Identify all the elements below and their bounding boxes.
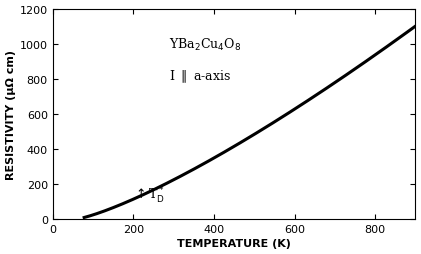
- X-axis label: TEMPERATURE (K): TEMPERATURE (K): [177, 239, 291, 248]
- Y-axis label: RESISTIVITY (μΩ cm): RESISTIVITY (μΩ cm): [5, 50, 16, 179]
- Text: YBa$_2$Cu$_4$O$_8$: YBa$_2$Cu$_4$O$_8$: [169, 37, 241, 53]
- Text: $\uparrow$T$^*_\mathrm{D}$: $\uparrow$T$^*_\mathrm{D}$: [133, 185, 165, 205]
- Text: I $\parallel$ a-axis: I $\parallel$ a-axis: [169, 69, 231, 85]
